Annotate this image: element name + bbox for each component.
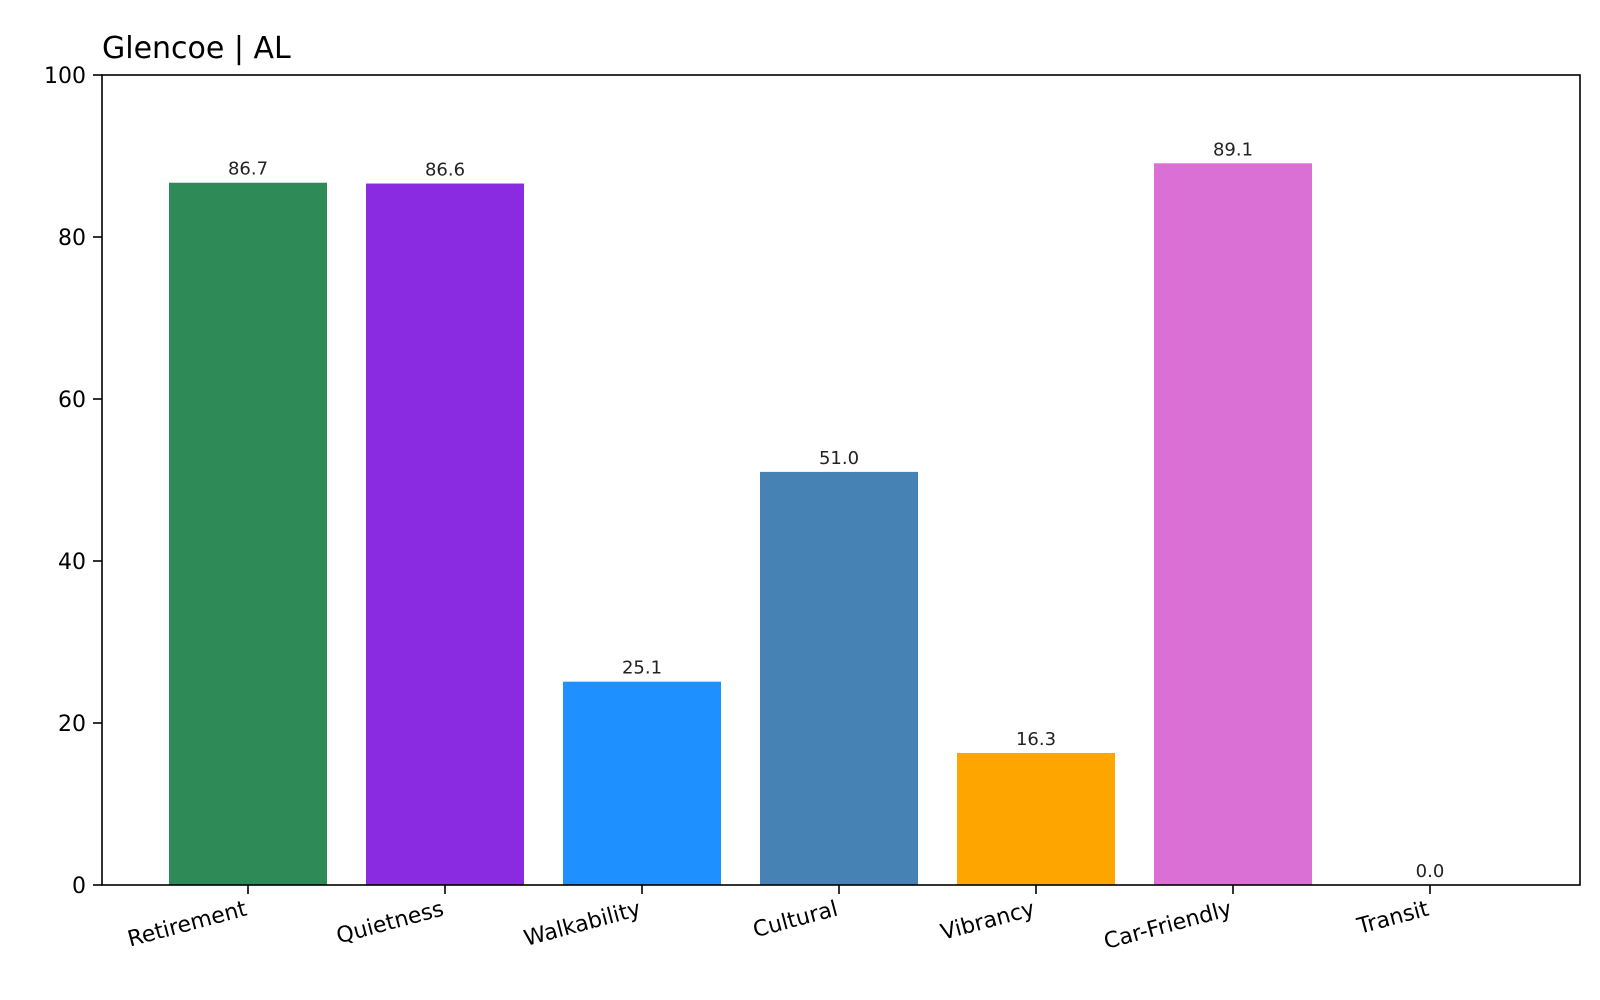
x-tick-label-quietness: Quietness [334, 897, 447, 950]
y-tick-label-40: 40 [58, 550, 86, 575]
value-label-transit: 0.0 [1416, 861, 1445, 882]
x-tick-label-car-friendly: Car-Friendly [1101, 897, 1234, 955]
bar-car-friendly [1154, 163, 1312, 886]
plot-frame [101, 74, 1581, 886]
y-axis: 0 20 40 60 80 100 [44, 64, 102, 899]
y-tick-label-100: 100 [44, 64, 86, 89]
x-axis: Retirement Quietness Walkability Cultural Vi… [125, 885, 1432, 955]
value-label-car-friendly: 89.1 [1213, 139, 1253, 160]
value-label-quietness: 86.6 [425, 160, 465, 181]
value-label-walkability: 25.1 [622, 658, 662, 679]
bar-vibrancy [957, 752, 1115, 885]
bar-retirement [169, 182, 327, 886]
y-tick-label-0: 0 [72, 874, 86, 899]
y-tick-label-80: 80 [58, 226, 86, 251]
x-tick-label-retirement: Retirement [125, 897, 250, 953]
bar-cultural [760, 471, 918, 885]
x-tick-label-walkability: Walkability [521, 897, 643, 952]
chart-title: Glencoe | AL [102, 31, 291, 66]
x-tick-label-transit: Transit [1354, 897, 1432, 940]
y-tick-label-60: 60 [58, 388, 86, 413]
x-tick-label-vibrancy: Vibrancy [938, 897, 1037, 946]
bar-quietness [366, 183, 524, 886]
y-tick-label-20: 20 [58, 712, 86, 737]
value-label-retirement: 86.7 [228, 159, 268, 180]
value-labels-layer: 86.7 86.6 25.1 51.0 16.3 89.1 0.0 [228, 139, 1444, 882]
value-label-vibrancy: 16.3 [1016, 729, 1056, 750]
value-label-cultural: 51.0 [819, 448, 859, 469]
x-tick-label-cultural: Cultural [750, 897, 840, 944]
bars-layer [169, 163, 1312, 886]
bar-walkability [563, 681, 721, 885]
